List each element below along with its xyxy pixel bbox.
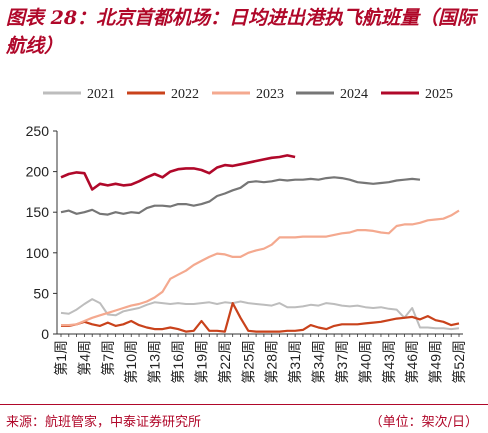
legend-label-2025: 2025 [425,87,453,102]
x-tick-label: 第7周 [100,340,116,376]
x-tick-label: 第28周 [264,340,280,384]
x-tick-label: 第4周 [76,340,92,376]
x-tick-label: 第1周 [53,340,69,376]
x-tick-label: 第16周 [170,340,186,384]
line-chart: 2021 2022 2023 2024 2025 0 50 100 150 200 250 第1周… [26,87,467,384]
chart-axes: 0 50 100 150 200 250 [26,123,463,342]
x-tick-label: 第52周 [451,340,467,384]
chart-legend: 2021 2022 2023 2024 2025 [43,87,453,102]
x-tick-label: 第40周 [357,340,373,384]
y-tick-label: 150 [26,204,50,220]
footer-rule [0,404,488,405]
series-line-2021 [60,298,460,331]
y-tick-label: 250 [26,123,50,139]
y-tick-label: 50 [33,285,49,301]
x-tick-label: 第43周 [381,340,397,384]
series-line-2023 [61,209,460,327]
x-tick-labels: 第1周 第4周 第7周 第10周 第13周 第16周 第19周 第22周 第25周 第28周 第31… [53,340,467,384]
series-line-2022 [61,302,460,333]
series-line-2025 [60,154,296,191]
legend-label-2024: 2024 [340,87,368,102]
legend-label-2022: 2022 [171,87,199,102]
x-tick-label: 第34周 [311,340,327,384]
x-tick-label: 第10周 [123,340,139,384]
x-tick-label: 第22周 [217,340,233,384]
x-tick-label: 第49周 [428,340,444,384]
y-tick-label: 100 [26,245,50,261]
legend-label-2021: 2021 [87,87,115,102]
series-line-2024 [60,176,421,216]
x-tick-label: 第13周 [147,340,163,384]
source-note: 来源：航班管家，中泰证券研究所 [6,415,202,430]
x-tick-label: 第25周 [240,340,256,384]
x-tick-label: 第31周 [287,340,303,384]
x-tick-label: 第19周 [193,340,209,384]
x-tick-label: 第37周 [334,340,350,384]
legend-label-2023: 2023 [256,87,284,102]
x-tick-label: 第46周 [404,340,420,384]
unit-note: （单位：架次/日） [369,415,478,430]
chart-series [60,154,460,333]
y-tick-label: 200 [26,164,50,180]
figure-title: 图表 28：北京首都机场：日均进出港执飞航班量（国际航线） [6,7,477,57]
y-tick-label: 0 [41,326,49,342]
